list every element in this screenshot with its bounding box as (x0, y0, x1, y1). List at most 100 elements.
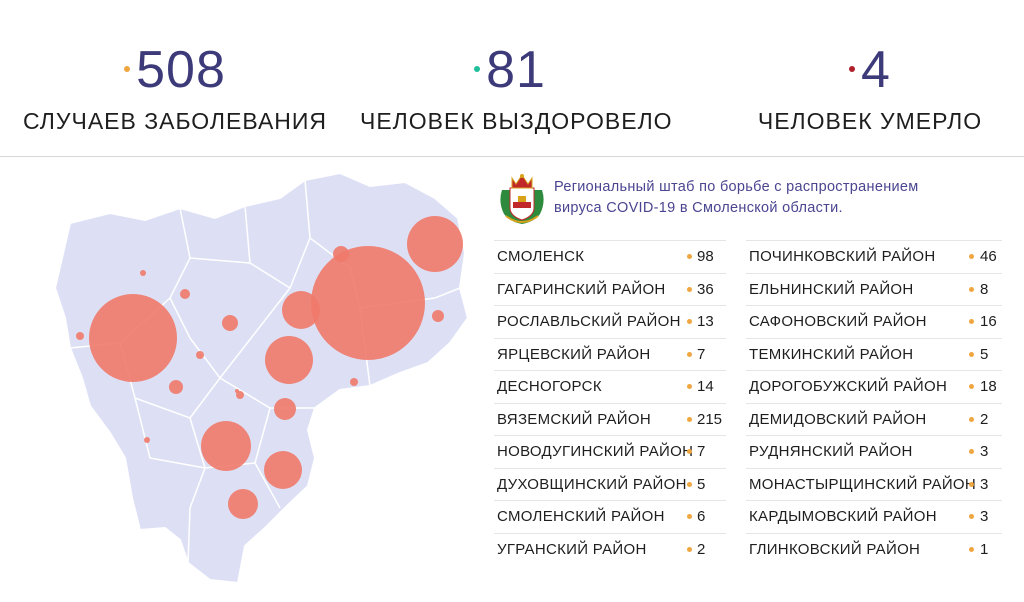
district-name: Новодугинский район (497, 443, 694, 460)
district-value: 36 (697, 280, 714, 298)
district-name: Демидовский район (749, 410, 927, 428)
deaths-number: 4 (861, 41, 891, 99)
table-row: Ельнинский район 8 (746, 272, 1002, 306)
table-row: Смоленск 98 (494, 240, 726, 273)
recovered-dot-icon (474, 65, 481, 72)
district-name: Рославльский район (497, 313, 681, 330)
districts-table-right: Починковский район 46 Ельнинский район 8 С… (746, 240, 1002, 565)
value-bullet-icon (969, 449, 974, 454)
bubble (235, 389, 239, 393)
district-value: 2 (980, 410, 989, 428)
district-name: Починковский район (749, 248, 936, 265)
table-row: Кардымовский район 3 (746, 500, 1002, 533)
value-bullet-icon (969, 384, 974, 389)
district-value: 215 (697, 410, 723, 428)
district-value: 8 (980, 280, 989, 298)
header-line-2: вируса COVID-19 в Смоленской области. (554, 200, 843, 216)
district-value: 5 (697, 475, 706, 493)
header-line-1: Региональный штаб по борьбе с распростра… (554, 179, 919, 195)
district-name: Смоленский район (497, 508, 665, 525)
district-name: Десногорск (497, 378, 602, 395)
table-row: Смоленский район 6 (494, 500, 726, 533)
value-bullet-icon (687, 514, 692, 519)
stat-cases: 508 Случаев заболевания (20, 40, 330, 135)
value-bullet-icon (687, 546, 692, 552)
bubble (144, 437, 150, 443)
district-borders (69, 179, 461, 564)
table-row: Гагаринский район 36 (494, 272, 726, 306)
bubble (222, 315, 238, 331)
value-bullet-icon (969, 546, 974, 552)
district-value: 18 (980, 378, 997, 395)
header-text: Региональный штаб по борьбе с распростра… (554, 177, 1014, 219)
table-row: Рославльский район 13 (494, 305, 726, 338)
bubble (264, 451, 302, 489)
value-bullet-icon (969, 514, 974, 519)
table-row: Духовщинский район 5 (494, 467, 726, 501)
district-name: Монастырщинский район (749, 475, 977, 493)
district-value: 6 (697, 508, 706, 525)
district-value: 3 (980, 443, 989, 460)
bubble (274, 398, 296, 420)
case-bubbles (76, 216, 463, 519)
value-bullet-icon (687, 254, 692, 259)
bubble (140, 270, 146, 276)
district-value: 13 (697, 313, 714, 330)
district-value: 46 (980, 248, 997, 265)
header: Региональный штаб по борьбе с распростра… (498, 172, 1018, 228)
bubble (236, 391, 244, 399)
bubble (350, 378, 358, 386)
bubble (333, 246, 349, 262)
cases-dot-icon (124, 65, 131, 72)
bubble (407, 216, 463, 272)
bubble (265, 336, 313, 384)
bubble (76, 332, 84, 340)
divider (0, 156, 1024, 157)
value-bullet-icon (687, 319, 692, 324)
bubble (432, 310, 444, 322)
stat-deaths: 4 Человек умерло (745, 40, 995, 135)
district-name: Вяземский район (497, 410, 651, 428)
bubble (196, 351, 204, 359)
value-bullet-icon (687, 351, 692, 357)
table-row: Руднянский район 3 (746, 435, 1002, 468)
table-row: Темкинский район 5 (746, 337, 1002, 371)
table-row: Вяземский район 215 (494, 402, 726, 436)
table-row: Сафоновский район 16 (746, 305, 1002, 338)
bubble (282, 291, 320, 329)
value-bullet-icon (969, 254, 974, 259)
district-name: Ярцевский район (497, 345, 651, 363)
table-row: Ярцевский район 7 (494, 337, 726, 371)
district-name: Сафоновский район (749, 313, 927, 330)
bubble (180, 289, 190, 299)
deaths-label: Человек умерло (757, 108, 983, 134)
cases-label: Случаев заболевания (22, 108, 328, 134)
table-row: Демидовский район 2 (746, 402, 1002, 436)
district-name: Ельнинский район (749, 280, 914, 298)
district-value: 7 (697, 443, 706, 460)
districts-table-left: Смоленск 98 Гагаринский район 36 Рославльс… (494, 240, 726, 565)
value-bullet-icon (969, 481, 974, 487)
value-bullet-icon (969, 319, 974, 324)
table-row: Новодугинский район 7 (494, 435, 726, 468)
recovered-label: Человек выздоровело (360, 108, 673, 134)
bubble (228, 489, 258, 519)
table-row: Глинковский район 1 (746, 532, 1002, 566)
district-name: Глинковский район (749, 540, 921, 558)
district-value: 14 (697, 378, 714, 395)
value-bullet-icon (969, 351, 974, 357)
table-row: Дорогобужский район 18 (746, 370, 1002, 403)
smolensk-coat-of-arms-icon (500, 174, 544, 224)
value-bullet-icon (687, 286, 692, 292)
deaths-dot-icon (849, 65, 856, 72)
district-value: 98 (697, 248, 714, 265)
value-bullet-icon (687, 384, 692, 389)
district-name: Гагаринский район (497, 280, 666, 298)
value-bullet-icon (687, 449, 692, 454)
district-value: 7 (697, 345, 706, 363)
table-row: Монастырщинский район 3 (746, 467, 1002, 501)
district-name: Угранский район (497, 540, 647, 558)
value-bullet-icon (687, 481, 692, 487)
stat-recovered: 81 Человек выздоровело (360, 40, 673, 135)
bubble (201, 421, 251, 471)
